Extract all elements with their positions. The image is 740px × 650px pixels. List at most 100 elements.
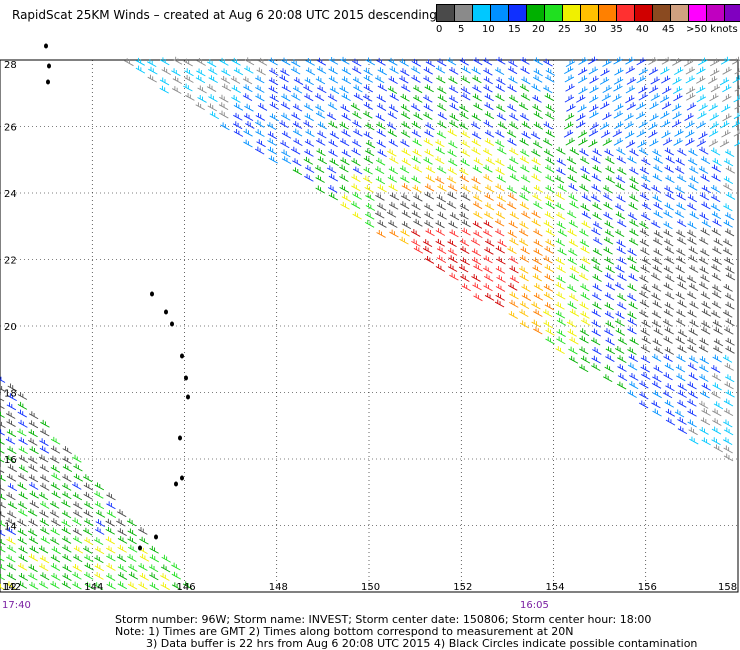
wind-barb: [578, 86, 588, 95]
wind-barb: [601, 93, 612, 102]
wind-barb: [636, 129, 646, 138]
wind-barb: [709, 93, 719, 102]
wind-barb: [685, 138, 695, 146]
wind-barb: [139, 553, 150, 562]
wind-barb: [725, 192, 736, 200]
wind-barb: [62, 573, 72, 581]
wind-barb: [0, 583, 5, 590]
wind-barb: [315, 110, 326, 119]
wind-barb: [412, 164, 423, 173]
wind-barb: [127, 581, 138, 590]
wind-barb: [388, 139, 399, 147]
wind-barb: [411, 66, 421, 74]
wind-barb: [555, 202, 565, 211]
wind-barb: [83, 571, 94, 580]
wind-barb: [591, 292, 602, 301]
wind-barb: [460, 75, 471, 84]
wind-barb: [72, 454, 82, 463]
wind-barb: [316, 137, 326, 146]
wind-barb: [734, 85, 740, 92]
wind-barb: [341, 149, 352, 158]
wind-barb: [51, 572, 61, 581]
lat-label: 22: [4, 256, 17, 267]
wind-barb: [532, 104, 542, 112]
wind-barb: [208, 67, 218, 75]
wind-barb: [424, 129, 434, 138]
wind-barb: [304, 77, 314, 86]
wind-barb: [664, 302, 674, 310]
wind-barb: [28, 536, 39, 545]
wind-barb: [197, 85, 207, 94]
wind-barb: [639, 290, 649, 299]
wind-barb: [566, 210, 577, 219]
wind-barb: [676, 192, 686, 201]
wind-barb: [233, 102, 244, 111]
wind-barb: [446, 175, 457, 184]
island: [170, 321, 174, 327]
wind-barb: [699, 192, 710, 201]
wind-barb: [230, 76, 241, 84]
wind-barb: [677, 329, 688, 338]
wind-barb: [696, 75, 706, 84]
wind-barb: [117, 528, 127, 537]
wind-barb: [340, 56, 350, 65]
wind-barb: [268, 57, 278, 66]
colorbar-label: >50 knots: [686, 24, 738, 35]
wind-barb: [713, 345, 723, 354]
wind-barb: [545, 228, 556, 237]
wind-barb: [617, 256, 627, 265]
wind-barb: [664, 147, 674, 156]
wind-barb: [413, 193, 423, 202]
wind-barb: [328, 120, 338, 129]
wind-barb: [484, 129, 495, 138]
wind-barb: [613, 110, 623, 119]
wind-barb: [149, 572, 159, 581]
wind-barb: [567, 248, 578, 256]
wind-barb: [5, 411, 16, 419]
wind-barb: [531, 157, 541, 166]
wind-barb: [316, 66, 327, 74]
wind-barb: [710, 194, 721, 203]
wind-barb: [617, 355, 627, 364]
colorbar-label: 40: [636, 24, 649, 35]
wind-barb: [83, 509, 93, 518]
wind-barb: [565, 137, 575, 146]
wind-barb: [723, 219, 733, 228]
wind-barb: [591, 155, 601, 164]
wind-barb: [83, 482, 94, 491]
wind-barb: [94, 527, 105, 535]
wind-barb: [220, 76, 231, 84]
wind-barb: [665, 155, 675, 164]
wind-barb: [389, 66, 399, 74]
wind-barb: [653, 210, 663, 219]
wind-barb: [376, 230, 386, 238]
wind-barb: [471, 131, 482, 140]
wind-barb: [461, 193, 471, 201]
notes-line-2: 3) Data buffer is 22 hrs from Aug 6 20:0…: [146, 637, 698, 650]
wind-barb: [640, 328, 650, 336]
wind-barb: [556, 265, 566, 274]
wind-barb: [482, 229, 493, 237]
wind-barb: [245, 121, 255, 129]
wind-barb: [269, 113, 279, 122]
wind-barb: [317, 121, 328, 130]
wind-barb: [617, 373, 628, 381]
wind-barb: [364, 211, 375, 220]
wind-barb: [519, 137, 529, 146]
wind-barb: [424, 183, 435, 192]
wind-barb: [676, 256, 686, 264]
wind-barb: [713, 326, 723, 335]
wind-barb: [568, 193, 578, 202]
wind-barb: [449, 66, 459, 75]
wind-barb: [579, 301, 589, 310]
wind-barb: [604, 229, 615, 238]
wind-barb: [720, 120, 730, 129]
wind-barb: [556, 158, 567, 166]
wind-barb: [712, 418, 722, 426]
wind-barb: [651, 185, 661, 193]
wind-barb: [710, 203, 721, 212]
lat-label: 12: [4, 582, 17, 593]
wind-barb: [447, 149, 457, 158]
wind-barb: [171, 86, 182, 94]
wind-barb: [648, 122, 658, 130]
